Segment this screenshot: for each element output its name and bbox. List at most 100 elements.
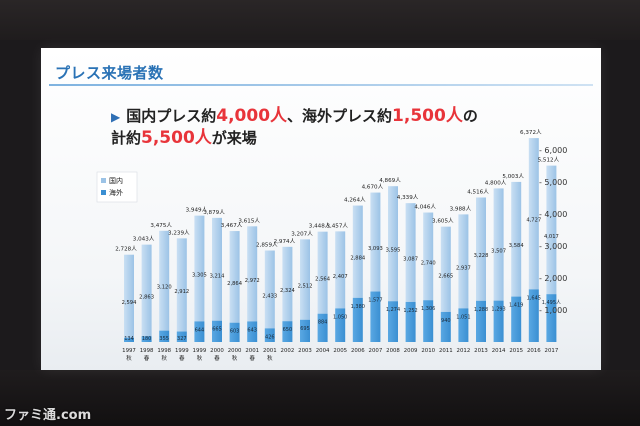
y-tick-label: - 3,000 [539,242,567,251]
legend-swatch-domestic [101,178,106,183]
domestic-label: 2,665 [438,273,453,279]
x-season-label: 秋 [126,354,132,362]
bar-overseas [212,320,222,342]
overseas-label: 1,252 [403,308,417,314]
x-year-label: 1997 [122,348,136,354]
bar-domestic [194,215,205,322]
headline-text-2: 、海外プレス約 [287,107,393,125]
total-label: 5,512人 [538,157,560,164]
domestic-label: 2,937 [456,265,471,271]
total-label: 3,475人 [150,222,172,229]
y-tick-label: - 4,000 [539,210,567,219]
bar-domestic [229,231,240,323]
x-year-label: 2012 [457,348,471,354]
y-axis: - 1,000 - 2,000 - 3,000 - 4,000 - 5,000 - 6,0… [539,146,567,315]
x-year-label: 2013 [474,348,488,354]
domestic-label: 3,507 [491,249,506,255]
data-label-group: 2,728人 2,594 134 3,043人 2,863 180 3,475人 3,120 3… [115,129,561,342]
overseas-label: 134 [124,336,134,342]
x-year-label: 1998 [140,348,154,354]
total-label: 4,670人 [362,184,384,191]
bar-domestic [212,217,222,321]
overseas-label: 1,293 [491,307,505,313]
domestic-label: 2,884 [350,256,366,262]
x-year-label: 2003 [298,348,312,354]
bar-overseas [458,308,469,342]
bar-domestic [546,165,557,295]
x-year-label: 2016 [527,348,541,354]
bar-domestic [317,231,328,314]
bar-domestic [458,214,469,309]
domestic-label: 2,864 [227,281,243,287]
domestic-label: 4,017 [544,234,559,240]
bar-overseas [370,291,381,342]
headline-text-3: の [462,107,478,125]
x-year-label: 2004 [316,348,330,354]
total-label: 3,615人 [238,217,260,224]
bar-overseas [335,308,346,342]
x-year-label: 2015 [509,348,523,354]
total-label: 4,046人 [414,204,436,211]
total-label: 3,467人 [221,222,243,229]
x-season-label: 秋 [267,354,273,362]
bar-domestic [176,238,187,332]
bar-domestic [159,230,170,331]
y-tick-label: - 6,000 [539,146,567,155]
domestic-label: 3,087 [403,257,418,263]
x-year-label: 1998 [157,348,171,354]
total-label: 3,988人 [450,205,472,212]
x-year-label: 2001 [263,348,277,354]
bar-overseas [282,321,293,342]
domestic-label: 4,727 [526,218,541,224]
bar-domestic [440,226,451,312]
x-season-label: 秋 [161,354,167,362]
domestic-label: 2,433 [262,293,277,299]
bar-domestic [493,188,504,301]
bar-domestic [282,246,293,322]
presentation-slide: プレス来場者数 ▶ 国内プレス約4,000人、海外プレス約1,500人の 計約5,… [41,48,601,370]
x-year-label: 2007 [369,348,383,354]
overseas-label: 1,645 [527,295,541,301]
x-year-label: 2000 [210,348,224,354]
overseas-label: 603 [230,329,240,335]
x-season-label: 春 [214,354,220,362]
domestic-label: 2,512 [298,284,313,290]
bar-overseas [264,328,275,342]
overseas-label: 1,419 [509,303,523,309]
domestic-label: 3,584 [509,243,525,249]
x-year-label: 2010 [421,348,435,354]
total-label: 3,949人 [186,207,208,214]
bar-domestic [264,250,275,329]
total-label: 6,372人 [520,129,542,136]
x-year-label: 2002 [281,348,295,354]
overseas-label: 940 [441,318,451,324]
x-year-label: 2000 [228,348,242,354]
x-year-label: 1999 [193,348,207,354]
bar-overseas [124,337,134,342]
domestic-label: 3,120 [157,285,172,291]
total-label: 4,869人 [379,177,401,184]
domestic-label: 2,912 [174,289,189,295]
domestic-label: 2,564 [315,277,331,283]
headline-total-count: 5,500人 [141,128,212,148]
total-label: 4,800人 [485,179,507,186]
x-year-label: 2017 [545,348,559,354]
total-label: 3,605人 [432,218,454,225]
total-label: 3,879人 [203,209,225,216]
overseas-label: 650 [283,327,293,333]
bar-domestic [511,181,522,297]
domestic-label: 2,740 [421,260,436,266]
y-tick-label: - 2,000 [539,274,567,283]
total-label: 4,339人 [397,194,419,201]
bullet-triangle-icon: ▶ [111,110,121,124]
site-watermark: ファミ通.com [4,408,92,423]
bar-overseas [176,331,187,342]
domestic-label: 3,305 [192,273,207,279]
domestic-label: 2,594 [122,300,138,306]
overseas-label: 695 [300,326,310,332]
domestic-label: 3,214 [210,273,226,279]
overseas-label: 355 [159,336,169,342]
domestic-label: 3,093 [368,246,383,252]
bar-domestic [405,203,416,302]
